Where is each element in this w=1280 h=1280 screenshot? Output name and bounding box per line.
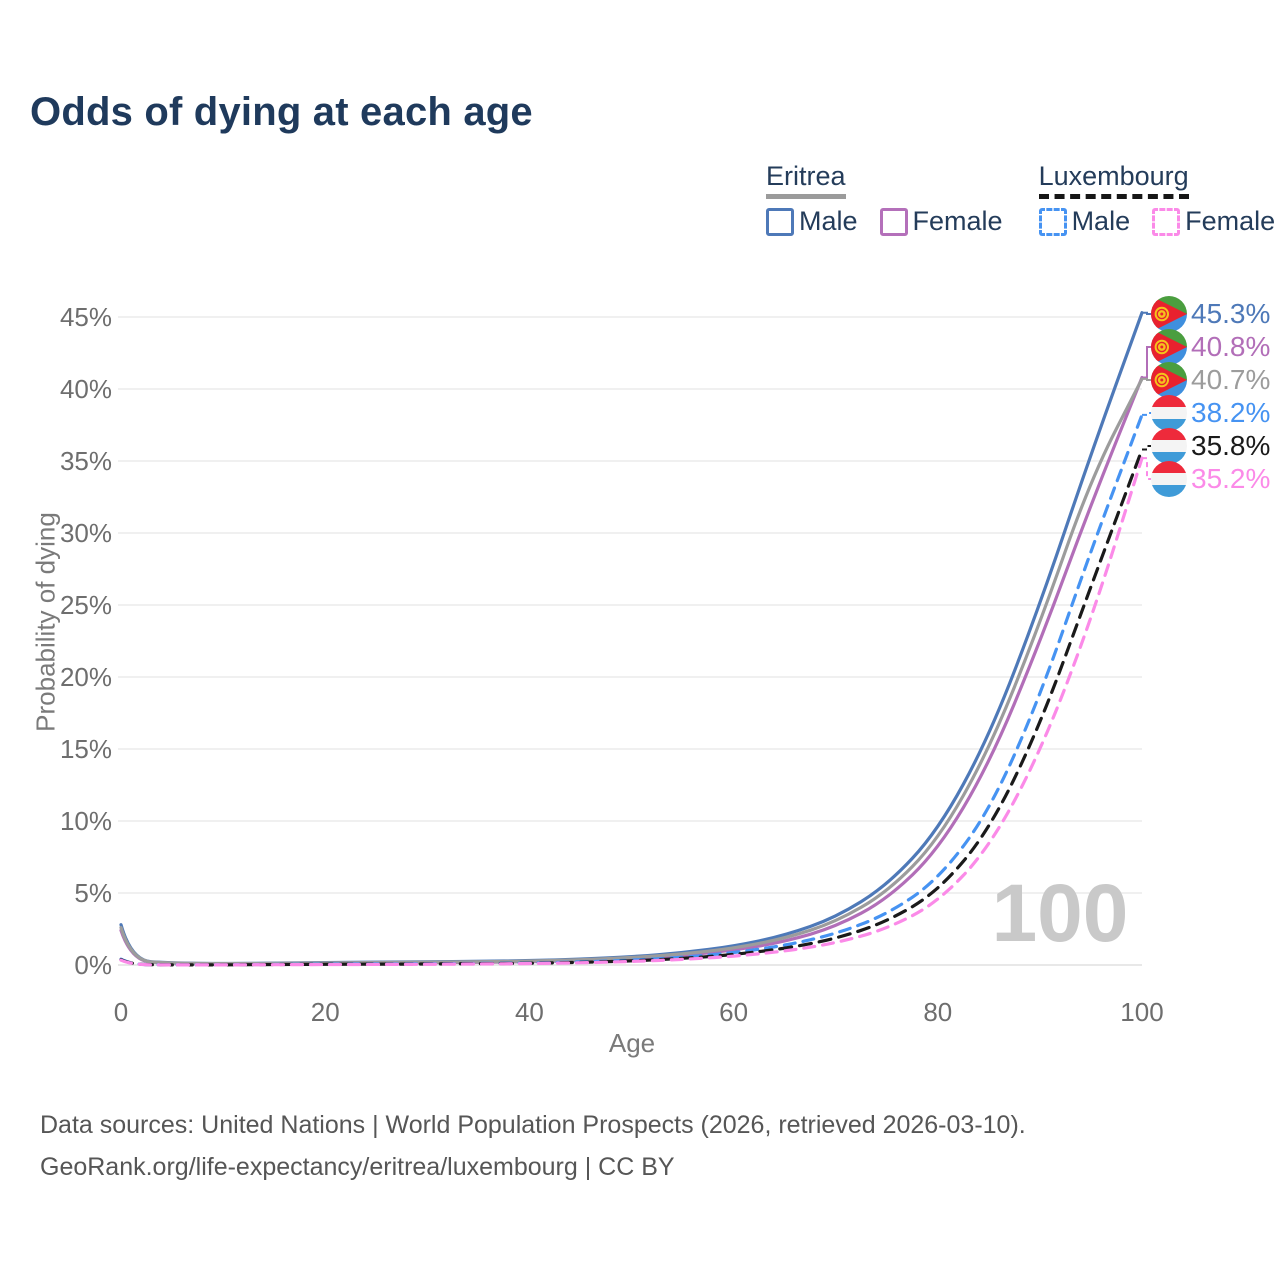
- luxembourg-flag-icon: [1151, 461, 1187, 497]
- end-label-value: 38.2%: [1191, 397, 1270, 428]
- legend-group-title-eritrea[interactable]: Eritrea: [766, 161, 846, 199]
- legend-item-eritrea-female[interactable]: Female: [879, 206, 1003, 237]
- series-line-luxembourg-male: [119, 413, 1144, 967]
- line-swatch-icon: [1152, 207, 1181, 236]
- end-label-value: 35.2%: [1191, 463, 1270, 494]
- series-line-eritrea: [119, 377, 1144, 966]
- legend-group-eritrea: Eritrea Male Female: [766, 161, 1003, 237]
- y-tick-label: 0%: [74, 950, 112, 980]
- y-tick-label: 25%: [60, 590, 112, 620]
- y-tick-label: 45%: [60, 302, 112, 332]
- legend-item-label: Male: [1071, 206, 1131, 236]
- end-label-connector: [1142, 412, 1151, 416]
- y-tick-label: 20%: [60, 662, 112, 692]
- source-line-1: Data sources: United Nations | World Pop…: [40, 1111, 1026, 1139]
- legend-item-eritrea-male[interactable]: Male: [766, 206, 858, 237]
- eritrea-flag-icon: [1151, 362, 1187, 398]
- x-tick-label: 40: [515, 997, 544, 1027]
- luxembourg-flag-icon: [1151, 428, 1187, 464]
- line-swatch-icon: [766, 207, 794, 236]
- eritrea-flag-icon: [1151, 296, 1187, 332]
- y-tick-label: 10%: [60, 806, 112, 836]
- end-label-value: 40.7%: [1191, 364, 1270, 395]
- line-swatch-icon: [1038, 207, 1067, 236]
- series-line-luxembourg: [119, 447, 1144, 967]
- x-axis-title: Age: [608, 1028, 656, 1058]
- end-label-connector: [1142, 377, 1151, 381]
- age-watermark: 100: [992, 868, 1129, 959]
- luxembourg-flag-icon: [1151, 395, 1187, 431]
- x-tick-label: 60: [719, 997, 748, 1027]
- legend-group-luxembourg: Luxembourg Male Female: [1038, 161, 1275, 237]
- x-tick-label: 20: [311, 997, 340, 1027]
- legend-item-luxembourg-male[interactable]: Male: [1038, 206, 1131, 237]
- end-label-value: 35.8%: [1191, 430, 1270, 461]
- page-title: Odds of dying at each age: [30, 90, 533, 134]
- y-axis-title: Probability of dying: [30, 512, 61, 732]
- series-line-eritrea-male: [119, 311, 1144, 966]
- legend-item-luxembourg-female[interactable]: Female: [1152, 206, 1275, 237]
- end-label-connector: [1142, 457, 1151, 480]
- end-label-connector: [1142, 311, 1151, 315]
- x-tick-label: 100: [1120, 997, 1163, 1027]
- legend: Eritrea Male Female Luxembourg Male: [766, 161, 1275, 237]
- y-tick-label: 35%: [60, 446, 112, 476]
- y-tick-label: 30%: [60, 518, 112, 548]
- y-tick-label: 5%: [74, 878, 112, 908]
- source-text: Data sources: United Nations | World Pop…: [40, 1104, 1026, 1188]
- series-line-luxembourg-female: [119, 456, 1144, 967]
- x-tick-label: 0: [114, 997, 128, 1027]
- legend-items-luxembourg: Male Female: [1038, 206, 1275, 237]
- source-line-2: GeoRank.org/life-expectancy/eritrea/luxe…: [40, 1153, 675, 1181]
- end-label-connector: [1142, 445, 1151, 451]
- legend-group-title-luxembourg[interactable]: Luxembourg: [1038, 161, 1189, 199]
- legend-item-label: Male: [799, 206, 858, 236]
- series-line-eritrea-female: [119, 375, 1144, 966]
- end-label-connector: [1142, 346, 1151, 379]
- legend-item-label: Female: [1185, 206, 1276, 236]
- x-tick-label: 80: [923, 997, 952, 1027]
- legend-item-label: Female: [912, 206, 1003, 236]
- legend-items-eritrea: Male Female: [766, 206, 1003, 237]
- end-label-value: 40.8%: [1191, 331, 1270, 362]
- line-swatch-icon: [879, 207, 908, 236]
- y-tick-label: 15%: [60, 734, 112, 764]
- eritrea-flag-icon: [1151, 329, 1187, 365]
- y-tick-label: 40%: [60, 374, 112, 404]
- end-label-value: 45.3%: [1191, 298, 1270, 329]
